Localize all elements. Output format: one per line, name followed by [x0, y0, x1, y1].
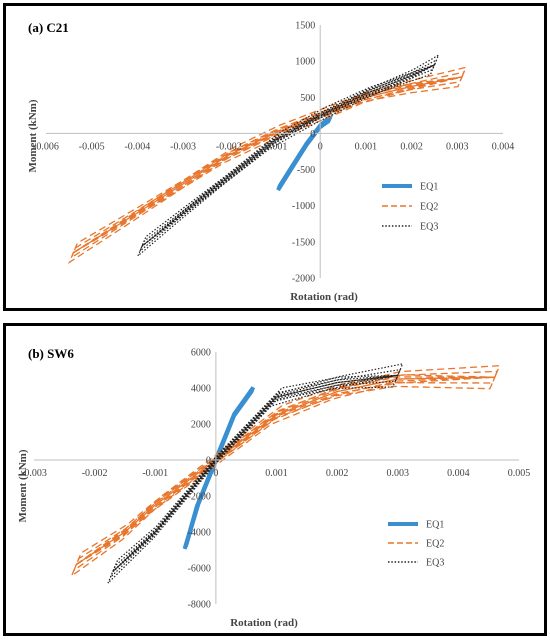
x-tick-label: 0.004	[492, 141, 515, 152]
series-eq1-loop	[183, 388, 254, 547]
y-tick-label: 0	[310, 129, 315, 140]
series-eq2-loop	[70, 76, 463, 260]
series-eq2-loop	[72, 66, 467, 255]
series-eq3-line	[141, 64, 435, 247]
chart-axes: -0.003 -0.002 -0.001 0 0.001 0.002 0.003 0.004 0…	[21, 348, 530, 611]
chart-panel-c21: (a) C21 -0.006 -0.005 -0.004 -0.003 -0.002 -0…	[3, 3, 547, 311]
series-eq1-group	[182, 386, 256, 550]
x-tick-label: 0.003	[387, 468, 410, 479]
legend-label-eq1: EQ1	[420, 182, 438, 193]
series-eq3-loop	[112, 368, 402, 573]
y-tick-label: 6000	[191, 348, 211, 359]
y-tick-label: -500	[297, 165, 315, 176]
legend-label-eq3: EQ3	[426, 558, 444, 569]
series-eq3-group	[137, 53, 440, 257]
chart-axes: -0.006 -0.005 -0.004 -0.003 -0.002 -0.001 0 0.0…	[33, 21, 514, 285]
y-tick-label: 1000	[295, 57, 315, 68]
series-eq2-loop	[67, 76, 463, 264]
series-eq2-loop	[73, 76, 463, 254]
y-tick-label: -1000	[292, 201, 315, 212]
x-tick-label: 0.004	[447, 468, 470, 479]
x-axis-label: Rotation (rad)	[290, 291, 358, 303]
legend-label-eq3: EQ3	[420, 222, 438, 233]
x-axis-label: Rotation (rad)	[230, 617, 298, 629]
chart-marks	[70, 363, 501, 584]
x-tick-label: 0.005	[508, 468, 531, 479]
chart-sw6-plot: (b) SW6 -0.003 -0.002 -0.001 0 0.001 0.002 0.0…	[17, 346, 530, 629]
x-tick-label: -0.001	[142, 468, 168, 479]
series-eq3-group	[107, 363, 404, 584]
series-eq2-line	[76, 376, 495, 565]
y-tick-label: -1500	[292, 237, 315, 248]
x-tick-label: -0.002	[82, 468, 108, 479]
series-eq2-loop	[75, 364, 501, 567]
x-tick-label: 0.001	[265, 468, 288, 479]
y-axis-label: Moment (kNm)	[17, 449, 29, 522]
x-tick-label: 0.002	[400, 141, 423, 152]
legend-label-eq1: EQ1	[426, 520, 444, 531]
chart-legend: EQ1 EQ2 EQ3	[388, 520, 444, 569]
y-tick-label: -6000	[188, 564, 211, 575]
series-eq2-loop	[70, 374, 496, 578]
series-eq2-group	[70, 364, 501, 578]
y-tick-label: -2000	[188, 492, 211, 503]
x-tick-label: 0.003	[446, 141, 469, 152]
y-tick-label: 1500	[295, 21, 315, 32]
series-eq3-loop	[137, 63, 436, 257]
series-eq3-loop	[140, 58, 438, 249]
y-axis-label: Moment (kNm)	[27, 99, 39, 172]
x-tick-label: -0.003	[170, 141, 196, 152]
series-eq3-loop	[140, 53, 440, 249]
legend-label-eq2: EQ2	[420, 202, 438, 213]
y-tick-label: 0	[206, 456, 211, 467]
chart-c21-plot: (a) C21 -0.006 -0.005 -0.004 -0.003 -0.002 -0…	[27, 20, 514, 303]
y-tick-label: -8000	[188, 600, 211, 611]
legend-label-eq2: EQ2	[426, 539, 444, 550]
x-tick-label: -0.001	[262, 141, 288, 152]
y-tick-label: -4000	[188, 528, 211, 539]
x-tick-label: -0.006	[33, 141, 59, 152]
series-eq2-loop	[72, 376, 496, 572]
y-tick-label: 4000	[191, 384, 211, 395]
series-eq3-loop	[107, 374, 399, 584]
x-tick-label: 0	[318, 141, 323, 152]
x-tick-label: 0.001	[355, 141, 378, 152]
x-tick-label: -0.004	[124, 141, 150, 152]
series-eq3-loop	[112, 363, 404, 573]
chart-panel-sw6: (b) SW6 -0.003 -0.002 -0.001 0 0.001 0.002 0.0…	[3, 323, 547, 636]
series-eq2-group	[67, 66, 467, 264]
x-tick-label: -0.003	[21, 468, 47, 479]
y-tick-label: 2000	[191, 420, 211, 431]
chart-title: (b) SW6	[28, 346, 74, 361]
series-eq1-loop	[182, 388, 255, 550]
series-eq1-line	[183, 388, 254, 547]
y-tick-label: -2000	[292, 274, 315, 285]
x-tick-label: 0.002	[326, 468, 349, 479]
chart-title: (a) C21	[28, 20, 69, 35]
series-eq3-line	[112, 374, 398, 573]
chart-marks	[67, 53, 467, 264]
series-eq1-line	[277, 117, 331, 189]
chart-legend: EQ1 EQ2 EQ3	[382, 182, 438, 233]
series-eq2-line	[73, 76, 463, 254]
x-tick-label: -0.002	[216, 141, 242, 152]
x-tick-label: 0	[213, 468, 218, 479]
x-tick-label: -0.005	[79, 141, 105, 152]
series-eq1-loop	[183, 386, 256, 548]
y-tick-label: 500	[300, 93, 315, 104]
